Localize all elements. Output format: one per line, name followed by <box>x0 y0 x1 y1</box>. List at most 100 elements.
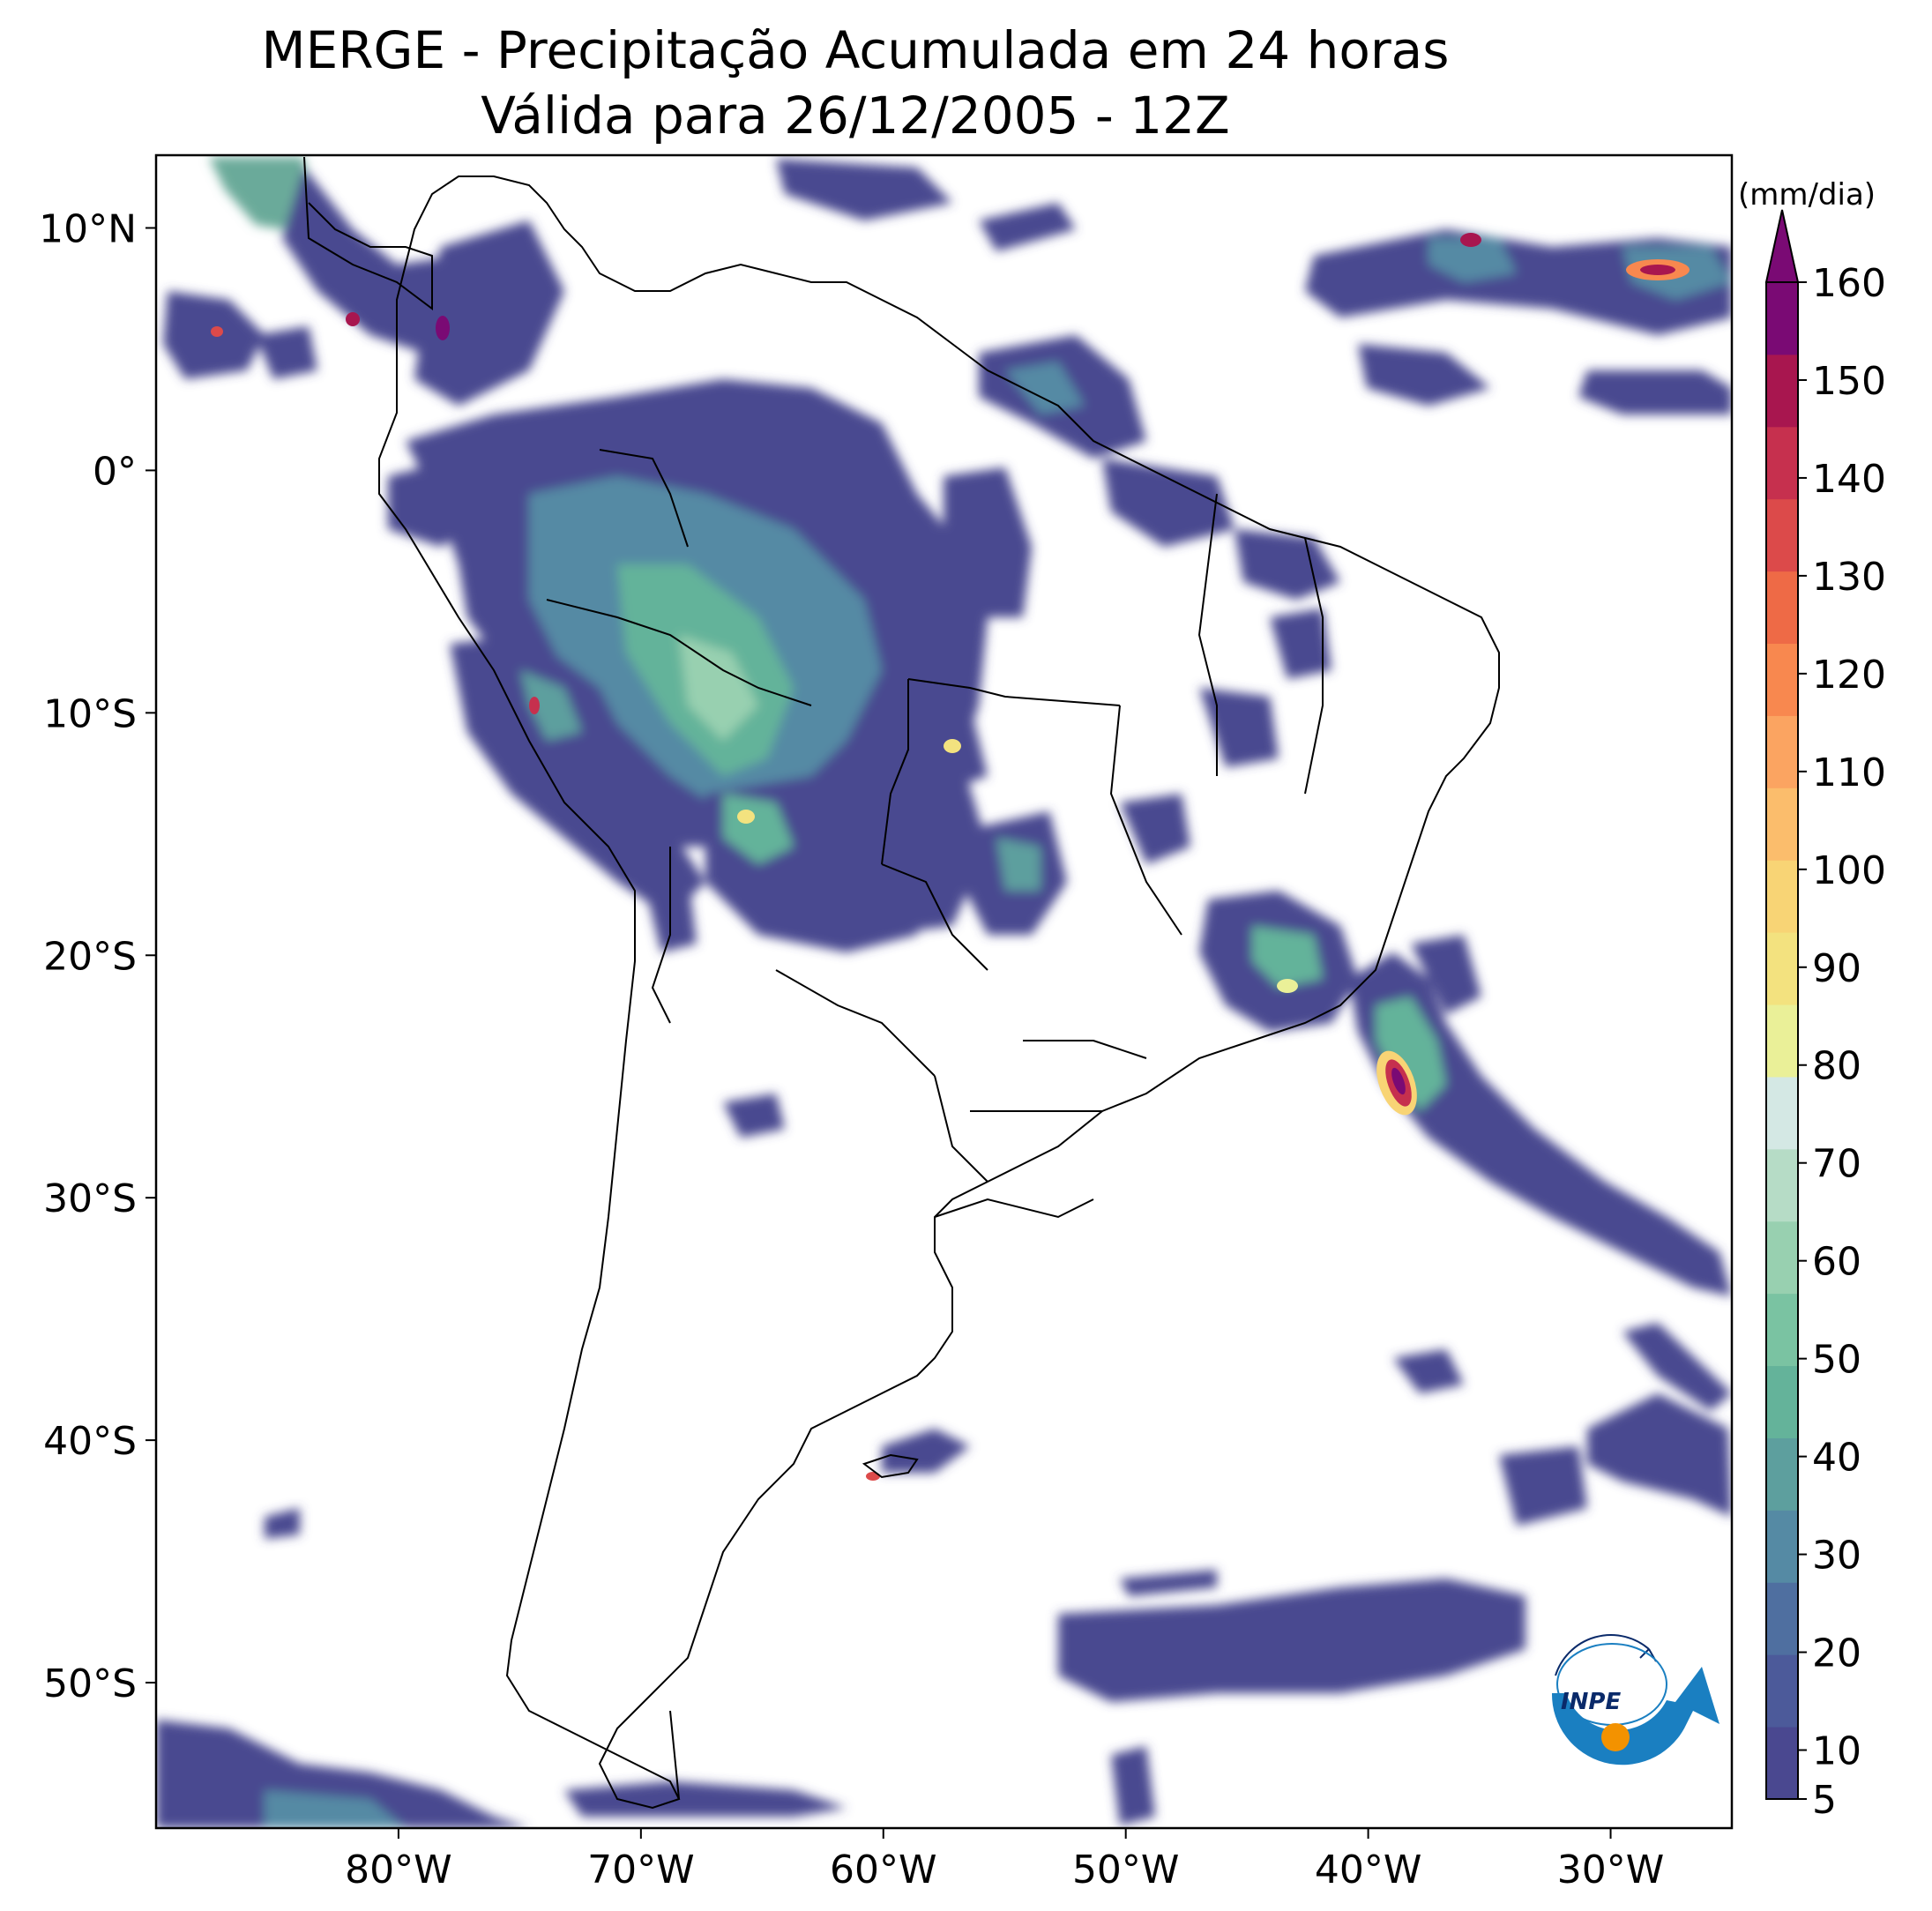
precip-area-paraguay <box>723 1094 785 1138</box>
lat-tick-label: 10°N <box>39 206 137 251</box>
colorbar-tick-label: 40 <box>1812 1436 1861 1481</box>
colorbar: 510 20 30 40 50 60 70 80 90 100 110 120 130 140 150 160… <box>1738 177 1886 1823</box>
precip-core-panama <box>346 312 360 326</box>
colorbar-block <box>1766 1654 1798 1728</box>
colorbar-tick-label: 20 <box>1812 1631 1861 1676</box>
lon-tick-label: 40°W <box>1315 1848 1422 1892</box>
precip-area-caribbean <box>776 159 952 220</box>
colorbar-block <box>1766 1365 1798 1438</box>
lat-tick-label: 0° <box>93 449 137 494</box>
colorbar-ticks: 510 20 30 40 50 60 70 80 90 100 110 120 130 140 150 160 <box>1798 261 1886 1823</box>
precip-area-colombia <box>414 220 564 406</box>
border-line <box>1109 705 1182 936</box>
precip-area-atlantic-band <box>1349 952 1732 1296</box>
border-line <box>775 969 936 1077</box>
south-america-coastline <box>378 175 1500 1810</box>
colorbar-tick-label: 160 <box>1812 261 1886 306</box>
lon-tick-label: 30°W <box>1557 1848 1665 1892</box>
colorbar-tick-label: 30 <box>1812 1534 1861 1579</box>
lat-tick-label: 40°S <box>43 1419 137 1464</box>
precip-core-southeast <box>1277 979 1298 993</box>
inpe-logo-text: INPE <box>1561 1689 1621 1715</box>
precip-area-maranhao <box>1235 529 1340 600</box>
precip-area-north-andes <box>388 459 494 547</box>
colorbar-tick-label: 5 <box>1812 1778 1837 1823</box>
lon-tick-label: 50°W <box>1072 1848 1180 1892</box>
map-frame-border <box>154 153 1734 1830</box>
precip-area-center <box>891 705 988 794</box>
colorbar-tick-label: 80 <box>1812 1044 1861 1089</box>
precip-area-itcz <box>1578 370 1732 414</box>
inpe-logo: INPE <box>1551 1633 1719 1765</box>
border-line <box>1197 493 1218 776</box>
border-line <box>934 1198 1094 1219</box>
precip-area-south-atlantic <box>882 1429 970 1473</box>
colorbar-outline <box>1765 281 1799 1800</box>
colorbar-block <box>1766 1221 1798 1295</box>
precip-area-amapa <box>1005 362 1085 414</box>
colorbar-extend-triangle <box>1764 209 1800 283</box>
precip-area-south-atlantic <box>1499 1446 1587 1526</box>
precip-area-pacific-chile <box>265 1508 300 1539</box>
colorbar-block <box>1766 282 1798 355</box>
lat-tick-label: 20°S <box>43 934 137 979</box>
colorbar-tick-label: 130 <box>1812 555 1886 600</box>
colorbar-tick-label: 70 <box>1812 1142 1861 1187</box>
colorbar-block <box>1766 715 1798 788</box>
precip-area-south-atlantic <box>1120 1570 1217 1596</box>
colorbar-block <box>1766 1510 1798 1583</box>
precip-area-peru <box>450 635 705 917</box>
border-line <box>669 1710 680 1800</box>
colorbar-block <box>1766 354 1798 428</box>
colorbar-block <box>1766 1437 1798 1511</box>
colorbar-tick-label: 90 <box>1812 946 1861 991</box>
precip-area-mato-grosso <box>996 838 1041 891</box>
colorbar-tick-label: 150 <box>1812 359 1886 404</box>
precip-area-itcz <box>1358 344 1490 406</box>
map-title-line1: MERGE - Precipitação Acumulada em 24 hor… <box>261 20 1450 80</box>
colorbar-block <box>1766 571 1798 645</box>
colorbar-block <box>1766 860 1798 933</box>
central-america-coastline <box>303 156 433 310</box>
colorbar-block <box>1766 1076 1798 1150</box>
precip-core-amazon <box>944 739 961 753</box>
colorbar-tick-label: 140 <box>1812 457 1886 502</box>
border-line <box>881 679 909 865</box>
colorbar-blocks <box>1766 282 1798 1800</box>
precip-core-atlantic <box>1391 1067 1406 1095</box>
precip-core-itcz <box>1460 233 1481 247</box>
precip-area-atlantic-band <box>1411 935 1481 1014</box>
lat-tick-label: 10°S <box>43 691 137 736</box>
precip-area-south-pacific <box>156 1720 529 1828</box>
border-line <box>934 1075 988 1183</box>
precip-area-minas <box>1120 794 1190 864</box>
colorbar-block <box>1766 1293 1798 1367</box>
border-line <box>1304 537 1324 795</box>
map-axes: 80°W 70°W 60°W 50°W 40°W 30°W 10°N 0° 10°S 20°S 30… <box>39 206 1664 1892</box>
precip-area-para <box>944 467 1032 617</box>
colorbar-tick-label: 60 <box>1812 1240 1861 1285</box>
colorbar-tick-label: 50 <box>1812 1338 1861 1383</box>
colorbar-tick-label: 120 <box>1812 653 1886 698</box>
border-line <box>651 847 671 1024</box>
border-line <box>907 678 1121 706</box>
precip-area-south-pacific <box>265 1790 406 1828</box>
border-line <box>546 599 812 706</box>
precip-area-south-atlantic <box>1587 1393 1732 1517</box>
colorbar-block <box>1766 1582 1798 1655</box>
border-line <box>881 863 988 971</box>
precip-area-south-atlantic <box>1111 1746 1155 1825</box>
colorbar-block <box>1766 1148 1798 1222</box>
colorbar-block <box>1766 932 1798 1005</box>
precip-core-amazon <box>737 810 755 824</box>
inpe-logo-dot <box>1601 1723 1630 1751</box>
colorbar-block <box>1766 1004 1798 1078</box>
precip-core-peru <box>529 697 540 714</box>
precip-core-itcz <box>1640 265 1675 275</box>
lon-tick-label: 70°W <box>587 1848 695 1892</box>
precip-area-southeast <box>1252 926 1323 988</box>
inpe-logo-swoosh <box>1551 1667 1719 1765</box>
map-title-line2: Válida para 26/12/2005 - 12Z <box>481 86 1230 146</box>
colorbar-tick-label: 10 <box>1812 1729 1861 1774</box>
